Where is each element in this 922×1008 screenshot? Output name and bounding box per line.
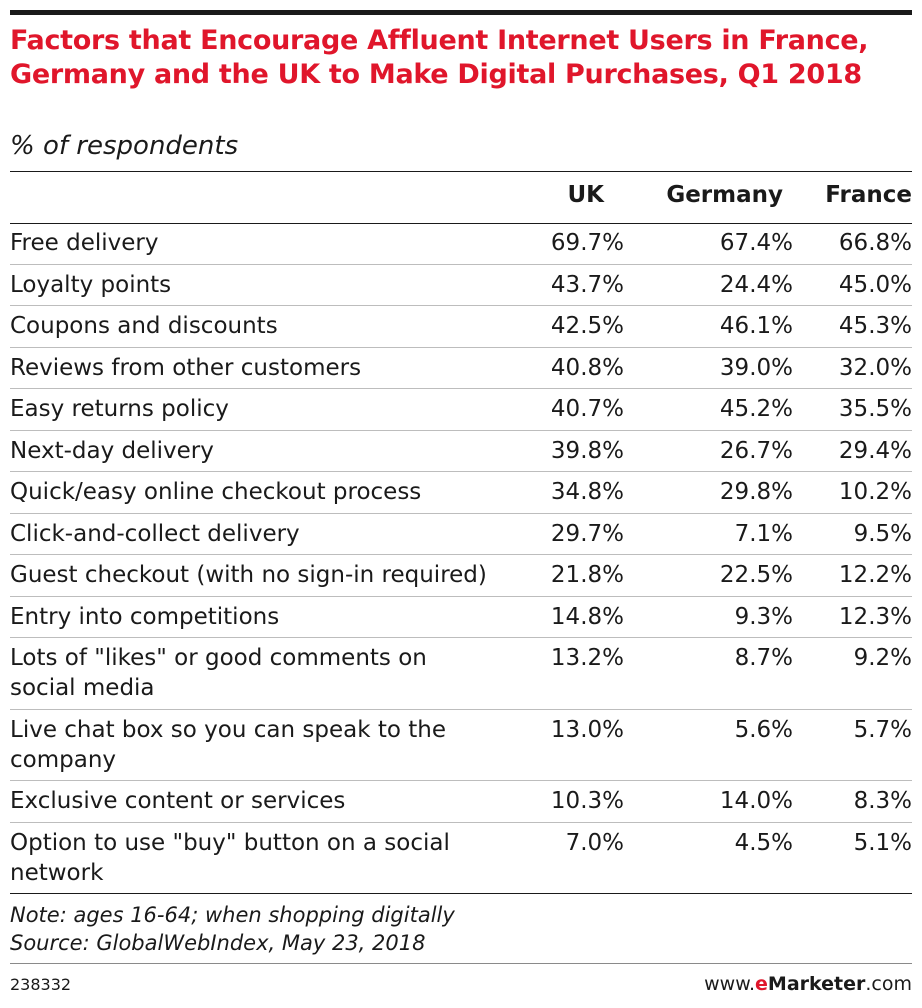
row-label: Guest checkout (with no sign-in required… [10, 562, 487, 588]
value-uk: 7.0% [565, 829, 624, 856]
table-row: Free delivery 69.7% 67.4% 66.8% [10, 223, 912, 265]
value-france: 8.3% [853, 788, 912, 814]
value-france: 12.3% [838, 603, 912, 630]
table-note: Note: ages 16-64; when shopping digitall… [10, 903, 455, 927]
header-top-rule [10, 171, 912, 172]
value-uk: 21.8% [550, 562, 624, 588]
row-label: Live chat box so you can speak to the co… [10, 716, 446, 773]
top-accent-bar [10, 10, 912, 15]
value-germany: 24.4% [719, 271, 793, 298]
value-france: 66.8% [838, 230, 912, 256]
table-row: Option to use "buy" button on a social n… [10, 823, 912, 894]
value-germany: 14.0% [719, 788, 793, 814]
value-france: 5.7% [853, 716, 912, 743]
table-row: Quick/easy online checkout process 34.8% 2… [10, 472, 912, 514]
value-france: 29.4% [838, 437, 912, 464]
value-uk: 69.7% [550, 230, 624, 256]
row-label: Free delivery [10, 230, 159, 256]
value-germany: 9.3% [734, 603, 793, 630]
value-germany: 7.1% [734, 520, 793, 547]
chart-title: Factors that Encourage Affluent Internet… [10, 25, 869, 90]
column-header-germany: Germany [666, 182, 783, 208]
table-row: Live chat box so you can speak to the co… [10, 710, 912, 781]
value-uk: 14.8% [550, 603, 624, 630]
column-header-france: France [825, 182, 912, 208]
value-france: 5.1% [853, 829, 912, 856]
value-germany: 46.1% [719, 313, 793, 339]
data-table-body: Free delivery 69.7% 67.4% 66.8% Loyalty poin… [10, 223, 912, 894]
table-row: Reviews from other customers 40.8% 39.0% 32… [10, 348, 912, 389]
row-label: Click-and-collect delivery [10, 520, 300, 547]
row-label: Reviews from other customers [10, 354, 362, 381]
table-row: Easy returns policy 40.7% 45.2% 35.5% [10, 389, 912, 431]
value-uk: 40.8% [550, 354, 624, 381]
value-uk: 13.2% [550, 645, 624, 671]
value-france: 35.5% [838, 396, 912, 422]
emarketer-brand-link[interactable]: www.eMarketer.com [704, 972, 912, 996]
row-label: Entry into competitions [10, 603, 280, 630]
table-row: Coupons and discounts 42.5% 46.1% 45.3% [10, 306, 912, 348]
header-bottom-rule [10, 223, 912, 224]
value-germany: 4.5% [734, 829, 793, 856]
value-germany: 39.0% [719, 354, 793, 381]
value-uk: 10.3% [550, 788, 624, 814]
chart-subtitle: % of respondents [10, 131, 239, 161]
row-label: Next-day delivery [10, 437, 214, 464]
value-france: 12.2% [838, 562, 912, 588]
table-row: Next-day delivery 39.8% 26.7% 29.4% [10, 431, 912, 472]
value-germany: 45.2% [719, 396, 793, 422]
value-uk: 42.5% [550, 313, 624, 339]
value-uk: 39.8% [550, 437, 624, 464]
value-germany: 29.8% [719, 479, 793, 505]
table-row: Lots of "likes" or good comments on soci… [10, 638, 912, 710]
row-label: Lots of "likes" or good comments on soci… [10, 645, 427, 701]
value-germany: 67.4% [719, 230, 793, 256]
table-source: Source: GlobalWebIndex, May 23, 2018 [10, 931, 426, 955]
value-uk: 43.7% [550, 271, 624, 298]
brand-marketer: Marketer [767, 973, 866, 995]
row-label: Coupons and discounts [10, 313, 278, 339]
value-france: 45.0% [838, 271, 912, 298]
row-label: Option to use "buy" button on a social n… [10, 829, 450, 886]
value-germany: 22.5% [719, 562, 793, 588]
value-france: 32.0% [838, 354, 912, 381]
footer-rule [10, 963, 912, 964]
value-uk: 13.0% [550, 716, 624, 743]
table-row: Exclusive content or services 10.3% 14.0% 8… [10, 781, 912, 823]
table-row: Guest checkout (with no sign-in required… [10, 555, 912, 597]
value-france: 10.2% [838, 479, 912, 505]
value-uk: 40.7% [550, 396, 624, 422]
table-row: Entry into competitions 14.8% 9.3% 12.3% [10, 597, 912, 638]
value-uk: 34.8% [550, 479, 624, 505]
brand-suffix: .com [865, 973, 912, 995]
row-label: Loyalty points [10, 271, 172, 298]
table-row: Click-and-collect delivery 29.7% 7.1% 9.5% [10, 514, 912, 555]
value-france: 9.5% [853, 520, 912, 547]
row-label: Quick/easy online checkout process [10, 479, 422, 505]
value-uk: 29.7% [550, 520, 624, 547]
value-germany: 8.7% [734, 645, 793, 671]
brand-e: e [755, 973, 768, 995]
row-label: Easy returns policy [10, 396, 229, 422]
table-row: Loyalty points 43.7% 24.4% 45.0% [10, 265, 912, 306]
value-germany: 26.7% [719, 437, 793, 464]
chart-id: 238332 [10, 975, 72, 994]
value-germany: 5.6% [734, 716, 793, 743]
row-label: Exclusive content or services [10, 788, 346, 814]
value-france: 45.3% [838, 313, 912, 339]
column-header-uk: UK [567, 182, 605, 208]
value-france: 9.2% [853, 645, 912, 671]
brand-prefix: www. [704, 973, 756, 995]
